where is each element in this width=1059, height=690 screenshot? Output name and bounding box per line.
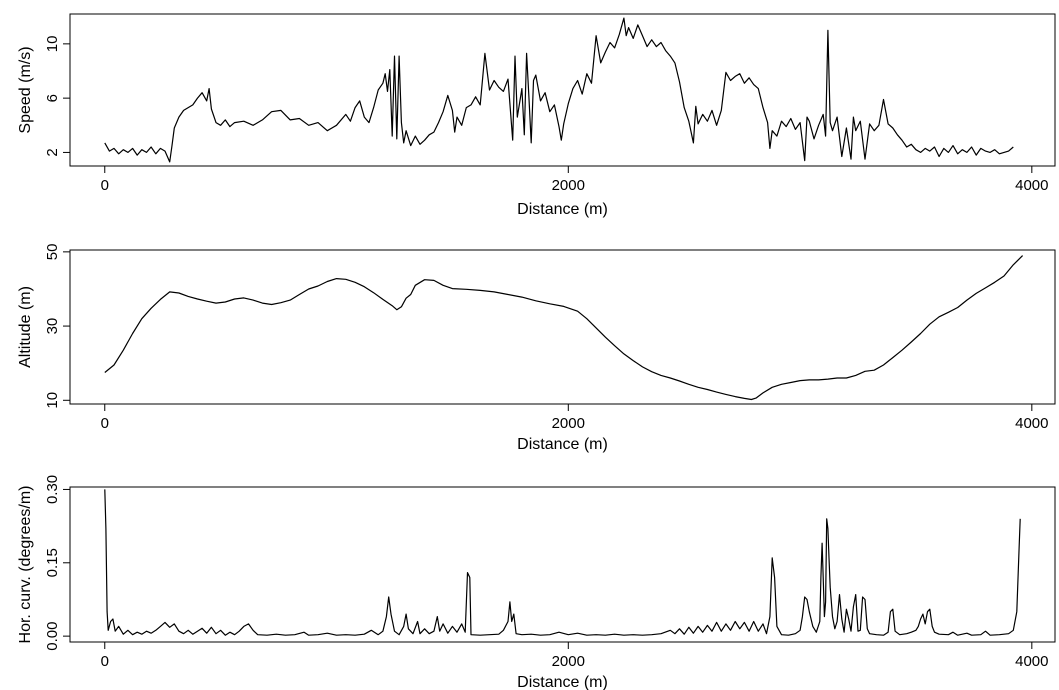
altitude-y-tick-label: 10 (44, 392, 61, 409)
speed-y-tick-label: 6 (44, 94, 61, 102)
curvature-y-tick-label: 0.30 (44, 475, 61, 504)
altitude-plot-frame (69, 249, 1056, 405)
speed-plot-frame (69, 13, 1056, 167)
speed-x-tick-label: 4000 (1015, 177, 1048, 194)
altitude-x-tick-label: 0 (101, 415, 109, 432)
altitude-y-tick-label: 50 (44, 244, 61, 261)
altitude-panel: 0 2000 4000 10 30 50 Distance (m) Altitude (m) (17, 244, 1056, 453)
curvature-x-tick-label: 0 (101, 653, 109, 670)
speed-y-tick-label: 2 (44, 148, 61, 156)
speed-panel: 0 2000 4000 2 6 10 Distance (m) Speed (m/s) (17, 13, 1056, 218)
curvature-y-tick-label: 0.00 (44, 622, 61, 651)
curvature-plot-frame (69, 486, 1056, 643)
altitude-y-axis-title: Altitude (m) (17, 286, 34, 368)
speed-x-tick-label: 0 (101, 177, 109, 194)
altitude-y-tick-label: 30 (44, 318, 61, 335)
curvature-y-tick-label: 0.15 (44, 548, 61, 577)
speed-y-axis-title: Speed (m/s) (17, 46, 34, 133)
curvature-panel: 0 2000 4000 0.00 0.15 0.30 Distance (m) Hor. cu… (17, 475, 1056, 690)
altitude-x-tick-label: 2000 (552, 415, 585, 432)
speed-x-tick-label: 2000 (552, 177, 585, 194)
curvature-y-axis-title: Hor. curv. (degrees/m) (17, 486, 34, 644)
speed-y-tick-label: 10 (44, 36, 61, 53)
speed-series-line (104, 17, 1014, 163)
altitude-x-axis-title: Distance (m) (517, 436, 608, 453)
altitude-x-tick-label: 4000 (1015, 415, 1048, 432)
curvature-series-line (104, 489, 1021, 636)
curvature-x-tick-label: 2000 (552, 653, 585, 670)
altitude-series-line (104, 255, 1024, 401)
speed-x-axis-title: Distance (m) (517, 201, 608, 218)
curvature-x-axis-title: Distance (m) (517, 674, 608, 690)
curvature-x-tick-label: 4000 (1015, 653, 1048, 670)
